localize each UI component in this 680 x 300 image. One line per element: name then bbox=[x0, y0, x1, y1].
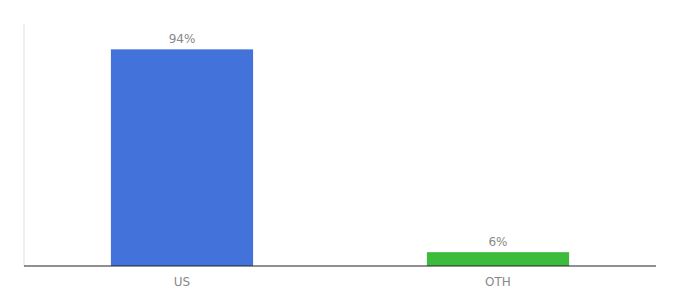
x-axis-line bbox=[24, 265, 656, 266]
data-label: 6% bbox=[488, 235, 507, 249]
chart-container: 94% 6% US OTH bbox=[0, 0, 680, 300]
bar bbox=[427, 252, 569, 266]
x-tick-label: US bbox=[174, 275, 190, 289]
chart-svg: 94% 6% US OTH bbox=[0, 0, 680, 300]
y-axis-line bbox=[24, 24, 25, 266]
bars bbox=[111, 49, 569, 266]
page: {"chart_data": {"type": "bar", "categori… bbox=[0, 0, 680, 300]
bar bbox=[111, 49, 253, 266]
x-tick-label: OTH bbox=[485, 275, 511, 289]
data-label: 94% bbox=[169, 32, 196, 46]
